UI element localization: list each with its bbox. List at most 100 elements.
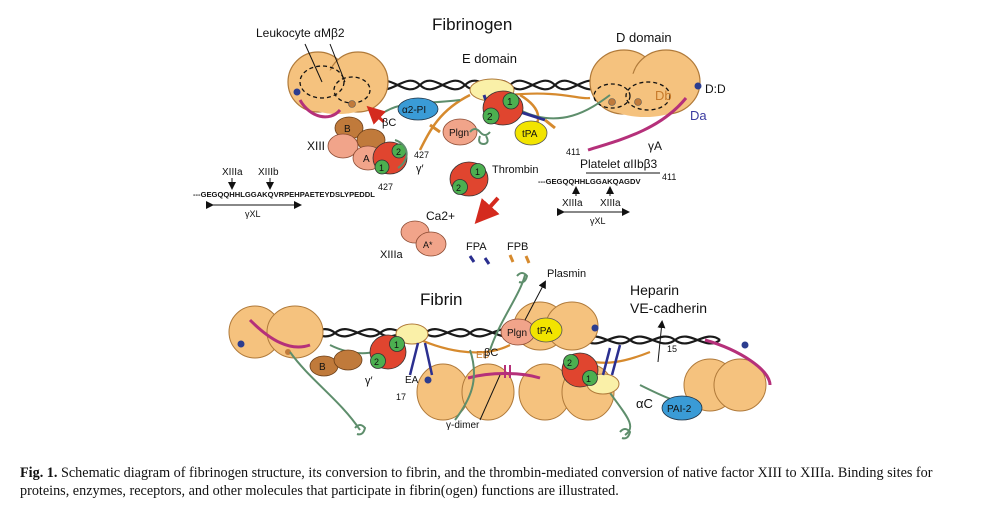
right-d-domain	[587, 49, 702, 152]
pai2-molecule: PAI-2	[661, 395, 703, 421]
thrombin-free-1: 1	[475, 167, 480, 177]
plasminogen-top: Plgn	[442, 118, 491, 146]
n411-left-label: 411	[566, 147, 580, 157]
fibrinogen-fibrin-diagram: 1 2 α2-PI Plgn tPA B A 2 1 Fibrinogen E	[193, 15, 772, 440]
gamma-dimer-label: γ-dimer	[446, 420, 480, 431]
ea-label: EA	[405, 375, 419, 386]
fibrin-e-left	[395, 323, 429, 345]
thrombin-bound: 1 2	[482, 90, 524, 126]
xiii-label: XIII	[307, 139, 325, 153]
fibrin-factor-xiii-b: B	[309, 349, 363, 377]
fibrin-thrombin-right-2: 2	[567, 358, 572, 368]
right-blue-2	[610, 344, 622, 376]
platelet-label: Platelet αIIbβ3	[580, 157, 658, 171]
fpb-label: FPB	[507, 241, 528, 253]
n427-top-label: 427	[414, 150, 429, 160]
n411-right-label: 411	[662, 172, 676, 182]
ve-cadherin-label: VE-cadherin	[630, 300, 707, 316]
fibrin-plgn-label: Plgn	[507, 328, 527, 339]
fibrin-tpa-label: tPA	[537, 326, 553, 337]
chain-tail-2	[619, 428, 632, 440]
fpa-peptide-1	[468, 255, 476, 263]
xiiia-r2-label: XIIIa	[600, 198, 621, 209]
eb-label: EB	[476, 350, 490, 361]
conversion-arrow	[474, 196, 500, 224]
fibrin-tpa: tPA	[529, 317, 563, 343]
e-domain-label: E domain	[462, 51, 517, 66]
factor-xiiia: A*	[400, 220, 447, 257]
gamma-a-label: γA	[648, 139, 662, 153]
fibrin-beta-c-label: βC	[484, 347, 498, 359]
xiiib-label: XIIIb	[258, 167, 279, 178]
fibrin-thrombin-right: 2 1	[561, 352, 599, 388]
fibrin-thrombin-left: 1 2	[369, 334, 407, 370]
xiii-thrombin-2: 2	[396, 147, 401, 157]
xiiia-left-label: XIIIa	[222, 167, 243, 178]
leukocyte-pointer	[304, 43, 323, 83]
a-star-label: A*	[423, 240, 433, 250]
n15-label: 15	[667, 344, 677, 354]
beta-c-label-top: βC	[382, 117, 396, 129]
thrombin-exosite-2: 2	[487, 112, 493, 123]
fibrin-b-label: B	[319, 362, 326, 373]
xiii-a-label: A	[363, 154, 370, 165]
n427-bottom-label: 427	[378, 182, 393, 192]
xiii-thrombin-1: 1	[379, 163, 384, 173]
factor-xiii: B A 2 1	[327, 116, 408, 175]
fpa-peptide-2	[483, 257, 491, 265]
fibrin-title: Fibrin	[420, 290, 463, 309]
fibrin-plgn: Plgn	[500, 318, 536, 346]
thrombin-label: Thrombin	[492, 164, 538, 176]
xiii-b-label: B	[344, 124, 351, 135]
gamma-xl-right-label: γXL	[590, 216, 606, 226]
tpa-label-top: tPA	[522, 129, 538, 140]
seq-left: ---GEGQQHHLGGAKQVRPEHPAETEYDSLYPEDDL	[193, 190, 375, 199]
plgn-label-top: Plgn	[449, 128, 469, 139]
chain-tail-1	[354, 424, 367, 436]
fpb-peptide-1	[508, 254, 515, 263]
fibrin-thrombin-left-2: 2	[374, 357, 379, 367]
fibrin-gamma-prime-label: γ′	[365, 375, 373, 387]
plasmin-pointer	[524, 280, 546, 321]
gamma-prime-top-label: γ′	[416, 163, 424, 175]
fibrinogen-title: Fibrinogen	[432, 15, 512, 34]
heparin-pointer	[657, 320, 666, 363]
plasmin-label: Plasmin	[547, 268, 586, 280]
alpha-c-label: αC	[636, 396, 653, 411]
n17-label: 17	[396, 392, 406, 402]
thrombin-exosite-1: 1	[507, 97, 513, 108]
chain-tail-3	[516, 272, 529, 284]
gamma-xl-left-label: γXL	[245, 209, 261, 219]
caption-label: Fig. 1.	[20, 465, 58, 481]
da-label: Da	[690, 108, 707, 123]
d-domain-label: D domain	[616, 30, 672, 45]
right-blue-1	[601, 347, 612, 376]
ea-line-1	[408, 342, 420, 376]
ea-line-2	[423, 342, 434, 376]
xiiia-r1-label: XIIIa	[562, 198, 583, 209]
left-d-domain	[287, 51, 389, 119]
seq-right: ---GEGQQHHLGGAKQAGDV	[538, 177, 641, 186]
figure-caption: Fig. 1. Schematic diagram of fibrinogen …	[20, 464, 970, 500]
db-label: Db	[655, 88, 672, 103]
thrombin-free-2: 2	[456, 183, 461, 193]
red-arrow-xiii	[366, 105, 386, 125]
fibrin-d-left	[228, 305, 324, 359]
xiiia-active-label: XIIIa	[380, 249, 404, 261]
caption-text: Schematic diagram of fibrinogen structur…	[20, 465, 933, 499]
tpa-top: tPA	[514, 120, 548, 146]
pai2-label: PAI-2	[667, 404, 692, 415]
fpa-label: FPA	[466, 241, 487, 253]
fibrin-thrombin-left-1: 1	[394, 340, 399, 350]
thrombin-free: 1 2	[449, 161, 489, 197]
a2pi-molecule: α2-PI	[397, 97, 439, 121]
dd-label: D:D	[705, 82, 726, 96]
fibrin-thrombin-right-1: 1	[586, 374, 591, 384]
ca2-label: Ca2+	[426, 209, 455, 223]
fpb-peptide-2	[524, 255, 531, 264]
fibrin-d-right	[683, 338, 772, 412]
gamma-dimer-pointer	[479, 374, 501, 421]
heparin-label: Heparin	[630, 282, 679, 298]
leukocyte-pointer-2	[329, 43, 346, 83]
a2pi-label: α2-PI	[402, 105, 426, 116]
